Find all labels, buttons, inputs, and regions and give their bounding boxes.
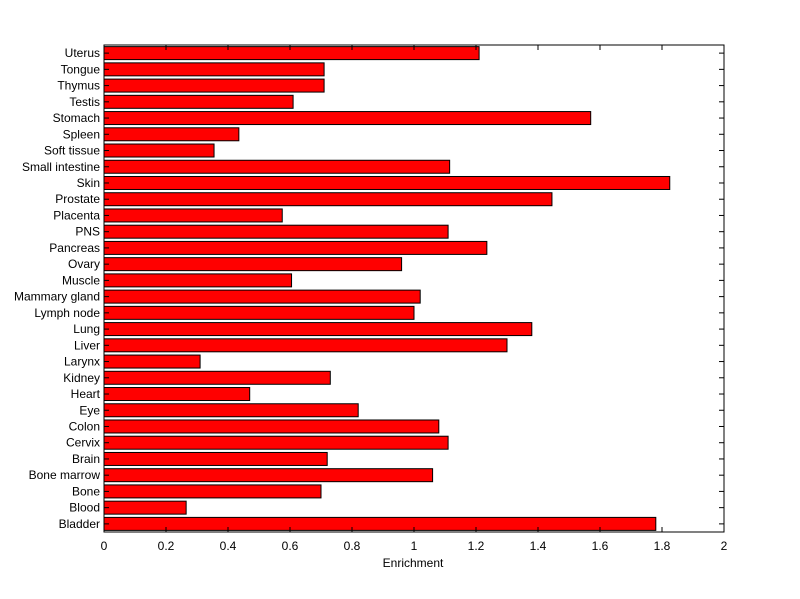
category-label-stomach: Stomach xyxy=(53,111,100,125)
bar-muscle xyxy=(103,273,293,288)
bar-blood xyxy=(103,500,187,515)
category-label-lymph-node: Lymph node xyxy=(34,306,100,320)
bar-pns xyxy=(103,224,449,239)
category-label-cervix: Cervix xyxy=(66,436,100,450)
x-tick-label-10: 2 xyxy=(721,539,728,553)
x-tick-label-7: 1.4 xyxy=(530,539,547,553)
x-tick-label-1: 0.2 xyxy=(158,539,175,553)
bar-bone-marrow xyxy=(103,468,434,483)
category-label-colon: Colon xyxy=(69,419,100,433)
category-label-placenta: Placenta xyxy=(53,208,100,222)
category-label-skin: Skin xyxy=(77,176,100,190)
category-labels: Bladder Blood Bone Bone marrow Brain Cervix Co… xyxy=(14,46,101,531)
x-tick-label-4: 0.8 xyxy=(344,539,361,553)
category-label-ovary: Ovary xyxy=(68,257,100,271)
bar-cervix xyxy=(103,435,449,450)
x-tick-labels: 0 0.2 0.4 0.6 0.8 1 1.2 1.4 1.6 1.8 2 xyxy=(101,539,728,553)
category-label-lung: Lung xyxy=(73,322,100,336)
bar-prostate xyxy=(103,192,553,207)
x-tick-label-2: 0.4 xyxy=(220,539,237,553)
bars-group xyxy=(103,46,671,531)
bar-pancreas xyxy=(103,240,488,255)
category-label-muscle: Muscle xyxy=(62,273,100,287)
bar-ovary xyxy=(103,257,403,272)
bar-skin xyxy=(103,175,671,190)
bar-mammary-gland xyxy=(103,289,421,304)
bar-tongue xyxy=(103,62,325,77)
bar-spleen xyxy=(103,127,240,142)
bar-bone xyxy=(103,484,322,499)
bar-small-intestine xyxy=(103,159,451,174)
category-label-mammary-gland: Mammary gland xyxy=(14,290,100,304)
category-label-prostate: Prostate xyxy=(55,192,100,206)
bar-testis xyxy=(103,94,294,109)
x-tick-label-3: 0.6 xyxy=(282,539,299,553)
x-tick-label-5: 1 xyxy=(411,539,418,553)
category-label-soft-tissue: Soft tissue xyxy=(44,144,100,158)
x-tick-label-9: 1.8 xyxy=(654,539,671,553)
bar-soft-tissue xyxy=(103,143,215,158)
category-label-blood: Blood xyxy=(69,501,100,515)
bar-brain xyxy=(103,451,328,466)
x-tick-label-6: 1.2 xyxy=(468,539,485,553)
bar-uterus xyxy=(103,46,480,61)
category-label-thymus: Thymus xyxy=(57,79,100,93)
category-label-heart: Heart xyxy=(71,387,101,401)
x-tick-label-8: 1.6 xyxy=(592,539,609,553)
bar-kidney xyxy=(103,370,331,385)
category-label-kidney: Kidney xyxy=(63,371,100,385)
category-label-bladder: Bladder xyxy=(59,517,100,531)
bar-colon xyxy=(103,419,440,434)
bar-larynx xyxy=(103,354,201,369)
category-label-larynx: Larynx xyxy=(64,355,100,369)
category-label-eye: Eye xyxy=(79,403,100,417)
category-label-spleen: Spleen xyxy=(63,127,100,141)
category-label-pancreas: Pancreas xyxy=(49,241,100,255)
bar-stomach xyxy=(103,111,592,126)
bar-bladder xyxy=(103,516,657,531)
category-label-tongue: Tongue xyxy=(61,62,101,76)
bar-thymus xyxy=(103,78,325,93)
category-label-pns: PNS xyxy=(75,225,100,239)
category-label-bone: Bone xyxy=(72,484,100,498)
category-label-uterus: Uterus xyxy=(65,46,100,60)
bar-placenta xyxy=(103,208,283,223)
bar-heart xyxy=(103,387,251,402)
plot-frame xyxy=(103,44,725,533)
bar-eye xyxy=(103,403,359,418)
x-tick-label-0: 0 xyxy=(101,539,108,553)
category-label-liver: Liver xyxy=(74,338,100,352)
category-label-brain: Brain xyxy=(72,452,100,466)
bar-liver xyxy=(103,338,508,353)
bar-lung xyxy=(103,322,533,337)
category-label-bone-marrow: Bone marrow xyxy=(29,468,101,482)
x-axis-label: Enrichment xyxy=(383,556,444,570)
category-label-testis: Testis xyxy=(69,95,100,109)
category-label-small-intestine: Small intestine xyxy=(22,160,100,174)
bar-lymph-node xyxy=(103,305,415,320)
